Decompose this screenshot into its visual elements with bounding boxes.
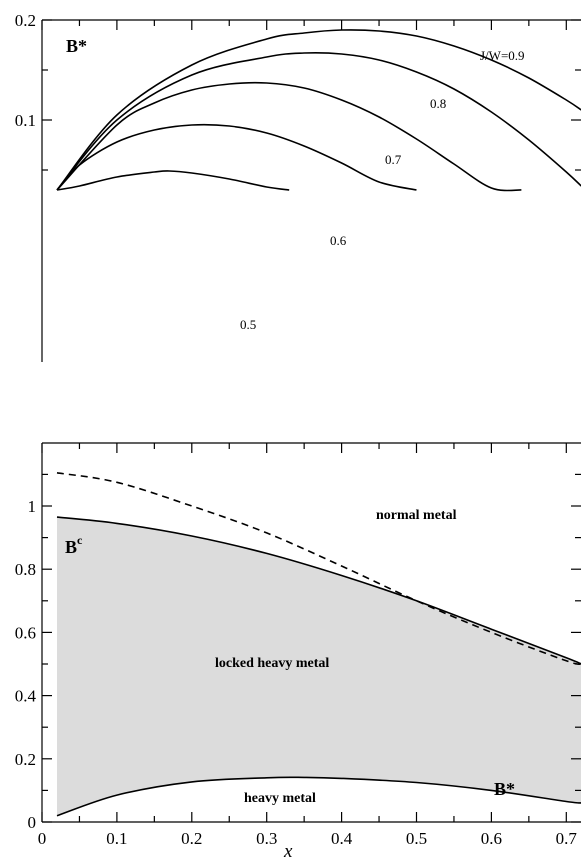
bc-sup: c xyxy=(77,533,83,547)
locked-region-fill xyxy=(57,517,581,816)
bottom-panel: 0 0.1 0.2 0.3 0.4 0.5 0.6 0.7 0 0.2 0.4 0.6 0.8 1 no… xyxy=(15,442,581,862)
bc-label: Bc xyxy=(65,533,83,557)
bottom-y-tick-label: 0.8 xyxy=(15,560,36,579)
top-y-tick-label: 0.1 xyxy=(15,111,36,130)
top-bstar-label: B* xyxy=(66,36,87,56)
curve-label: 0.7 xyxy=(385,152,402,167)
x-tick-label: 0.2 xyxy=(181,829,202,848)
bottom-y-tick-label: 0.6 xyxy=(15,623,36,642)
x-tick-label: 0.3 xyxy=(256,829,277,848)
bottom-bstar-label: B* xyxy=(494,779,515,799)
top-curve xyxy=(56,81,522,192)
x-axis-title: x xyxy=(283,841,293,862)
bottom-y-tick-label: 0 xyxy=(28,813,37,832)
x-tick-label: 0 xyxy=(38,829,47,848)
bottom-ticks xyxy=(41,443,581,823)
bottom-y-tick-label: 1 xyxy=(28,497,37,516)
dashed-boundary-curve xyxy=(56,472,581,665)
bottom-y-tick-label: 0.2 xyxy=(15,750,36,769)
bottom-y-tick-label: 0.4 xyxy=(15,687,37,706)
heavy-metal-label: heavy metal xyxy=(244,791,316,806)
bc-main: B xyxy=(65,537,77,557)
x-tick-labels: 0 0.1 0.2 0.3 0.4 0.5 0.6 0.7 xyxy=(38,829,578,848)
x-tick-label: 0.1 xyxy=(106,829,127,848)
curve-label: J/W=0.9 xyxy=(480,48,525,63)
boundary-curve xyxy=(56,516,581,665)
top-curve xyxy=(56,51,581,191)
top-curve xyxy=(56,29,581,191)
x-tick-label: 0.5 xyxy=(406,829,427,848)
bottom-y-tick-labels: 0 0.2 0.4 0.6 0.8 1 xyxy=(15,497,37,832)
x-tick-label: 0.4 xyxy=(331,829,353,848)
top-y-tick-label: 0.2 xyxy=(15,11,36,30)
curve-label: 0.6 xyxy=(330,233,347,248)
top-curve xyxy=(56,170,290,191)
x-tick-label: 0.6 xyxy=(481,829,502,848)
boundary-curve xyxy=(56,776,581,817)
bottom-curves xyxy=(56,472,581,817)
x-tick-label: 0.7 xyxy=(556,829,578,848)
top-curve-labels: J/W=0.9 0.8 0.7 0.6 0.5 xyxy=(240,48,525,332)
top-ticks xyxy=(41,19,581,171)
top-curves xyxy=(56,29,581,192)
top-panel: 0.1 0.2 B* J/W=0.9 0.8 0.7 0.6 0.5 xyxy=(15,11,581,362)
curve-label: 0.5 xyxy=(240,317,256,332)
locked-heavy-metal-label: locked heavy metal xyxy=(215,656,329,671)
curve-label: 0.8 xyxy=(430,96,446,111)
normal-metal-label: normal metal xyxy=(376,508,457,523)
top-curve xyxy=(56,123,417,191)
top-y-tick-labels: 0.1 0.2 xyxy=(15,11,36,130)
